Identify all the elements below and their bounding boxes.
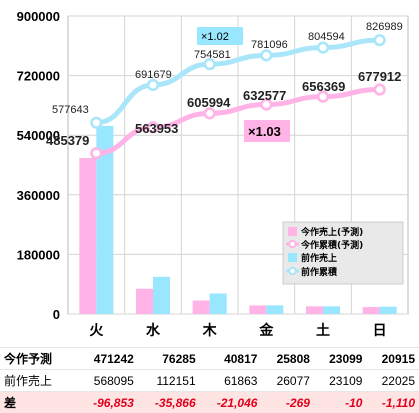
label-prev-cum-4: 804594 [308,31,345,43]
table-row-this-forecast: 今作予測 471242 76285 40817 25808 23099 2091… [0,348,419,370]
legend-prev-bar: 前作売上 [301,252,337,264]
label-this-cum-2: 605994 [187,95,231,110]
table-cell: 26077 [261,370,314,392]
ratio-prev-text: ×1.02 [201,31,229,43]
legend-swatch-prev-bar [288,253,297,262]
row-header: 差 [0,392,76,413]
bar-prev-3 [266,305,283,314]
x-tick-label-0: 火 [89,323,104,339]
bar-prev-1 [153,277,170,314]
point-prev-5 [375,35,385,45]
y-tick-label: 720000 [17,69,60,84]
table-cell: 22025 [366,370,419,392]
x-tick-label-2: 木 [202,322,218,339]
bar-prev-5 [380,307,397,314]
row-header: 前作売上 [0,370,76,392]
label-prev-cum-3: 781096 [251,39,288,51]
x-tick-label-5: 日 [373,323,387,339]
bar-this-3 [249,305,266,314]
data-table: 今作予測 471242 76285 40817 25808 23099 2091… [0,347,419,413]
bar-this-0 [79,158,96,314]
table-cell: 76285 [138,348,200,370]
bar-prev-2 [210,294,227,314]
point-this-5 [375,85,385,95]
table-cell: 61863 [200,370,262,392]
point-prev-0 [92,118,102,128]
table-cell: -1,110 [366,392,419,413]
label-prev-cum-2: 754581 [194,49,231,61]
y-tick-label: 180000 [17,247,60,262]
table-cell: 471242 [76,348,138,370]
x-tick-label-4: 土 [316,322,330,339]
ratio-annotation-prev: ×1.02 [197,27,243,45]
bar-this-4 [306,306,323,314]
bar-this-2 [193,300,210,314]
x-axis: 火水木金土日 [89,322,386,339]
ratio-annotation-this: ×1.03 [244,120,290,142]
legend-prev-line: 前作累積 [301,266,338,278]
label-this-cum-1: 563953 [135,121,178,136]
legend-swatch-prev-line [289,268,295,274]
y-tick-label: 0 [53,307,60,322]
legend: 今作売上(予測) 今作累積(予測) 前作売上 前作累積 [283,222,403,284]
ratio-this-text: ×1.03 [248,124,281,139]
point-prev-4 [318,43,328,53]
row-header: 今作予測 [0,348,76,370]
table-cell: -10 [314,392,367,413]
label-prev-cum-1: 691679 [135,69,172,81]
label-this-cum-4: 656369 [302,79,345,94]
legend-this-line: 今作累積(予測) [300,239,363,251]
table-cell: 112151 [138,370,200,392]
table-row-diff: 差 -96,853 -35,866 -21,046 -269 -10 -1,11… [0,392,419,413]
table-cell: 23099 [314,348,367,370]
y-tick-label: 360000 [17,188,60,203]
table-cell: 25808 [261,348,314,370]
bar-this-1 [136,289,153,314]
label-this-cum-0: 485379 [46,133,89,148]
point-prev-3 [262,51,272,61]
x-tick-label-1: 水 [146,322,161,339]
table-cell: -96,853 [76,392,138,413]
table-row-prev-sales: 前作売上 568095 112151 61863 26077 23109 220… [0,370,419,392]
label-prev-cum-0: 577643 [52,104,89,116]
x-tick-label-3: 金 [258,322,274,339]
label-this-cum-3: 632577 [243,88,286,103]
bar-this-5 [363,307,380,314]
table-cell: 568095 [76,370,138,392]
point-prev-1 [148,80,158,90]
label-prev-cum-5: 826989 [366,21,403,33]
legend-swatch-this-bar [288,227,297,236]
table-cell: 23109 [314,370,367,392]
bar-prev-4 [323,306,340,314]
table-cell: 40817 [200,348,262,370]
table-cell: -21,046 [200,392,262,413]
table-cell: -269 [261,392,314,413]
table-cell: 20915 [366,348,419,370]
table-cell: -35,866 [138,392,200,413]
label-this-cum-5: 677912 [358,69,401,84]
legend-swatch-this-line [289,241,295,247]
legend-this-bar: 今作売上(予測) [300,226,363,238]
point-this-0 [92,148,102,158]
y-tick-label: 900000 [17,9,60,24]
